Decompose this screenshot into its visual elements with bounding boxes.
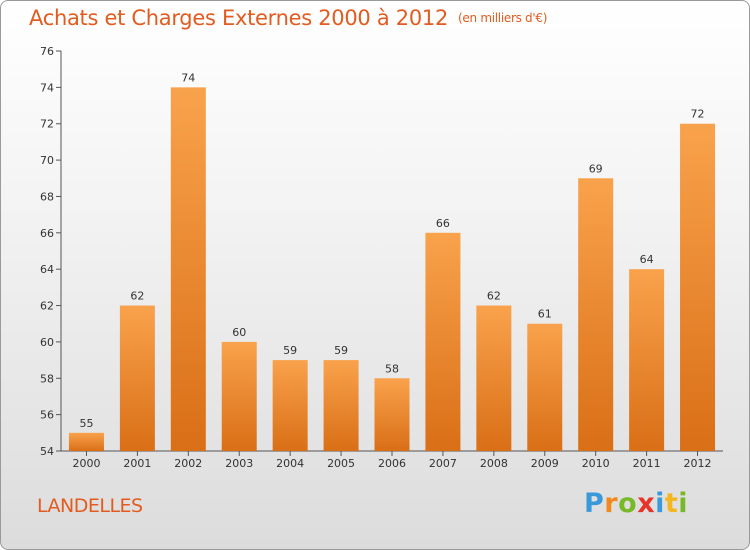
data-label: 58 (385, 362, 399, 375)
x-tick-label: 2009 (531, 457, 559, 470)
y-tick-label: 76 (40, 45, 54, 58)
x-tick-label: 2010 (582, 457, 610, 470)
data-label: 59 (334, 344, 348, 357)
y-tick-label: 70 (40, 154, 54, 167)
y-tick-label: 54 (40, 445, 54, 458)
x-tick-label: 2012 (684, 457, 712, 470)
logo-letter: r (604, 488, 619, 519)
y-tick-label: 64 (40, 263, 54, 276)
location-label: LANDELLES (37, 495, 143, 517)
data-label: 72 (691, 108, 705, 121)
y-tick-label: 62 (40, 300, 54, 313)
logo-letter: i (655, 488, 665, 519)
y-tick-label: 56 (40, 409, 54, 422)
data-label: 64 (640, 253, 654, 266)
chart-subtitle: (en milliers d'€) (458, 11, 548, 25)
bar (374, 378, 410, 451)
data-label: 62 (130, 290, 144, 303)
x-tick-label: 2003 (225, 457, 253, 470)
bar (119, 305, 155, 451)
data-label: 69 (589, 162, 603, 175)
x-tick-label: 2002 (174, 457, 202, 470)
x-tick-label: 2008 (480, 457, 508, 470)
y-tick-label: 60 (40, 336, 54, 349)
data-label: 59 (283, 344, 297, 357)
logo-letter: o (618, 488, 638, 519)
logo-letter: t (664, 488, 679, 519)
x-tick-label: 2000 (72, 457, 100, 470)
y-tick-label: 58 (40, 372, 54, 385)
x-tick-label: 2005 (327, 457, 355, 470)
chart-title: Achats et Charges Externes 2000 à 2012 (e… (29, 6, 547, 30)
logo-letter: P (584, 488, 605, 519)
x-tick-label: 2006 (378, 457, 406, 470)
y-tick-label: 66 (40, 227, 54, 240)
bar (629, 269, 665, 451)
bar (425, 232, 461, 451)
data-label: 55 (79, 417, 93, 430)
y-tick-label: 74 (40, 81, 54, 94)
x-tick-label: 2001 (123, 457, 151, 470)
bar (680, 123, 716, 452)
data-label: 74 (181, 71, 195, 84)
bar (170, 87, 206, 451)
bar (272, 360, 308, 451)
bar (527, 323, 563, 451)
y-tick-label: 68 (40, 190, 54, 203)
bar (476, 305, 512, 451)
x-tick-label: 2004 (276, 457, 304, 470)
proxiti-logo: Proxiti (584, 488, 688, 519)
x-tick-label: 2011 (633, 457, 661, 470)
bar (323, 360, 359, 451)
bar (68, 432, 104, 451)
x-tick-label: 2007 (429, 457, 457, 470)
y-tick-label: 72 (40, 118, 54, 131)
data-label: 66 (436, 217, 450, 230)
chart-title-text: Achats et Charges Externes 2000 à 2012 (29, 6, 449, 30)
data-label: 60 (232, 326, 246, 339)
data-label: 61 (538, 308, 552, 321)
logo-letter: i (678, 488, 689, 519)
data-label: 62 (487, 290, 501, 303)
bar (221, 341, 257, 451)
bar (578, 178, 614, 452)
logo-letter: x (637, 488, 656, 519)
